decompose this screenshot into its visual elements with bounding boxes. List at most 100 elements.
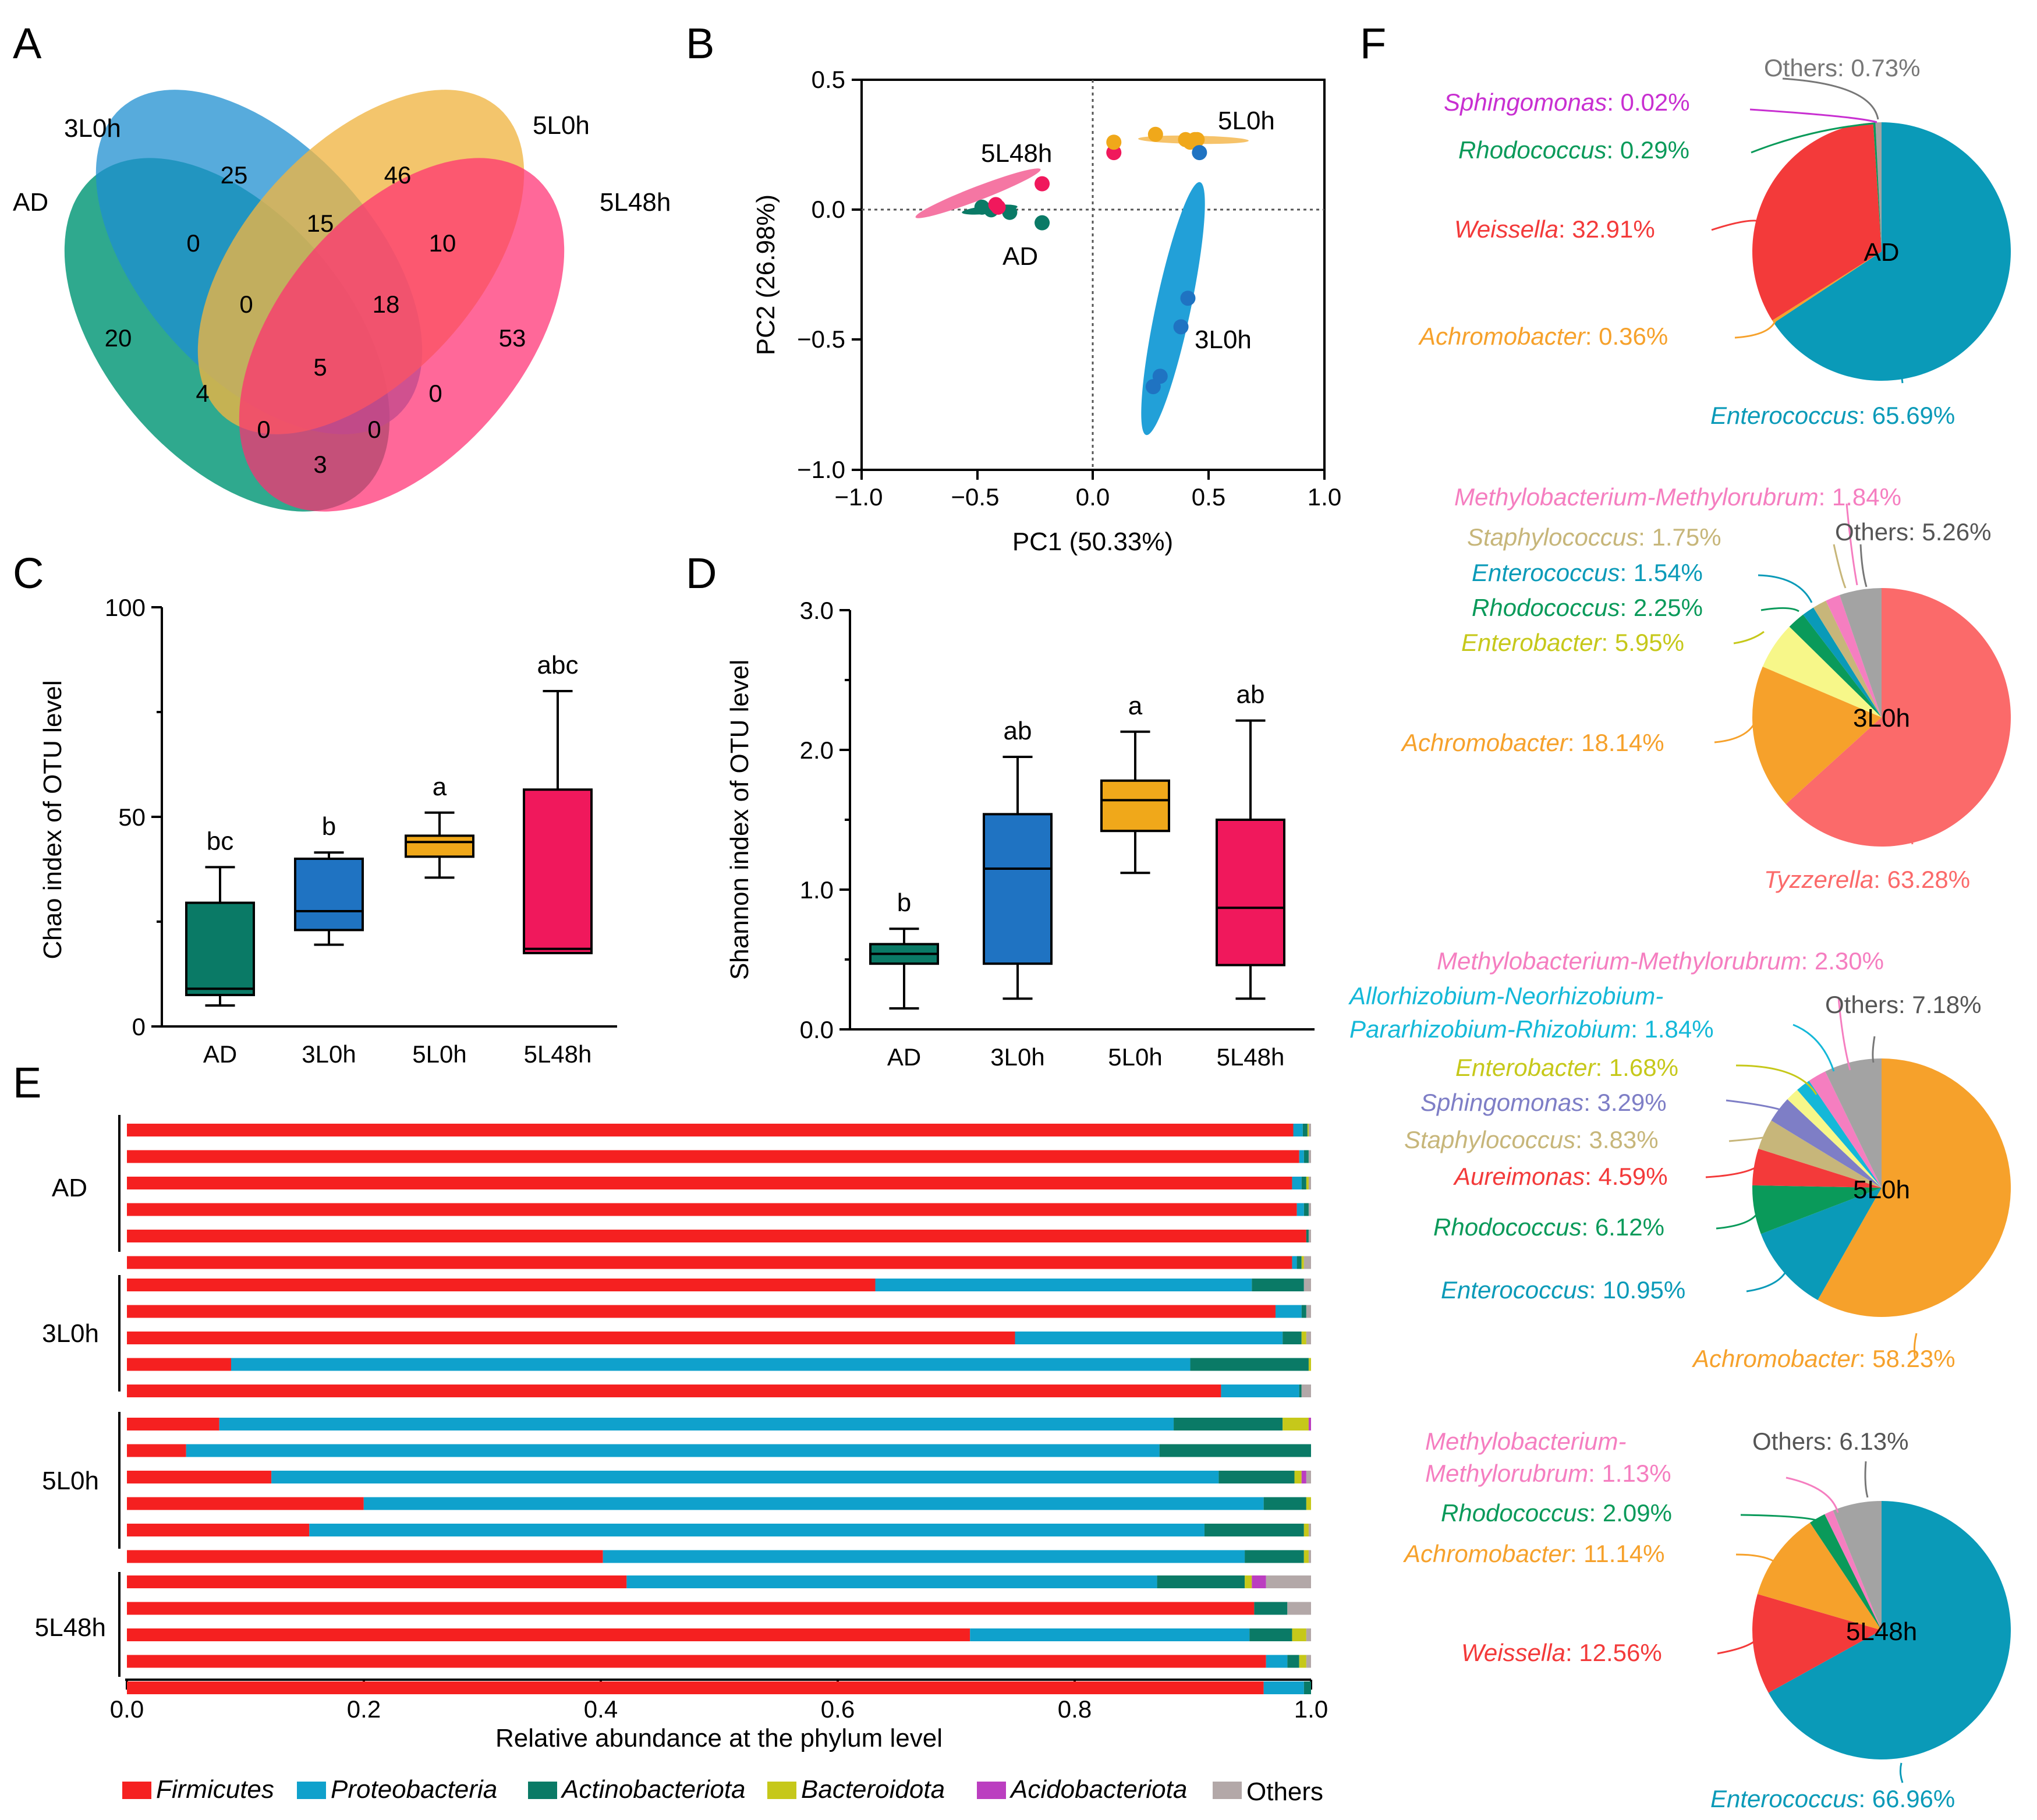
bar-segment-others (1303, 1256, 1311, 1269)
venn-count: 46 (384, 161, 412, 189)
phylum-legend: Firmicutes Proteobacteria Actinobacterio… (122, 1775, 1323, 1806)
bar-segment-proteobacteria (1296, 1203, 1304, 1216)
x-tick-label: 5L0h (412, 1040, 466, 1068)
bar-segment-proteobacteria (309, 1524, 1205, 1536)
pie-label: Enterococcus: 10.95% (1441, 1276, 1685, 1304)
pie-label: Rhodococcus: 2.25% (1472, 594, 1703, 621)
pie-slice-others (1833, 1501, 1882, 1630)
pie-slice-achromobacter (1772, 252, 1882, 323)
pcoa-points (974, 126, 1207, 395)
pie-label: Pararhizobium-Rhizobium: 1.84% (1349, 1015, 1714, 1043)
shannon-y-axis-title: Shannon index of OTU level (725, 660, 754, 980)
pie-slice-sphingomonas (1771, 1099, 1882, 1188)
bar-segment-bacteroidota (1292, 1628, 1306, 1641)
pie-slice-others (1875, 122, 1882, 252)
panel-letter-d: D (686, 549, 717, 597)
bar-segment-firmicutes (127, 1524, 310, 1536)
bar-segment-bacteroidota (1306, 1177, 1309, 1189)
bar-segment-actinobacteriota (1157, 1575, 1245, 1588)
pie-label: Allorhizobium-Neorhizobium- (1348, 982, 1663, 1010)
venn-label-3l0h: 3L0h (64, 114, 121, 143)
bar-segment-others (1287, 1602, 1311, 1615)
pie-slice-methylobacterium-methylorubrum (1825, 1510, 1882, 1630)
bar-segment-firmicutes (127, 1385, 1221, 1397)
x-tick-label: 3L0h (302, 1040, 356, 1068)
pie-label: Rhodococcus: 0.29% (1458, 136, 1689, 164)
box-5l0h (1100, 779, 1170, 833)
phylum-x-axis-title: Relative abundance at the phylum level (495, 1724, 943, 1752)
bar-segment-proteobacteria (1299, 1150, 1304, 1163)
phylum-group-label-ad: AD (52, 1174, 87, 1202)
x-tick-label: 1.0 (1308, 483, 1341, 511)
ellipse-3l0h (1141, 182, 1205, 435)
bar-segment-actinobacteriota (1190, 1358, 1309, 1371)
bar-segment-actinobacteriota (1263, 1497, 1306, 1510)
bar-segment-proteobacteria (1266, 1655, 1288, 1668)
bar-segment-actinobacteriota (1301, 1177, 1306, 1189)
significance-letter-ad: bc (207, 827, 233, 855)
x-tick-label: 0.0 (1076, 483, 1110, 511)
panel-letter-a: A (13, 19, 42, 68)
pie-slice-enterococcus (1768, 1501, 2011, 1760)
pie-slice-achromobacter (1757, 1522, 1882, 1630)
phylum-group-label-5l48h: 5L48h (35, 1613, 106, 1642)
pie-slice-tyzzerella (1786, 588, 2011, 847)
pcoa-ticks (852, 79, 1326, 480)
bar-segment-proteobacteria (219, 1418, 1174, 1430)
bar-segment-proteobacteria (271, 1471, 1219, 1483)
bar-segment-actinobacteriota (1249, 1628, 1292, 1641)
bar-segment-bacteroidota (1299, 1655, 1306, 1668)
bar-segment-actinobacteriota (1303, 1203, 1309, 1216)
bar-segment-proteobacteria (1015, 1332, 1283, 1344)
y-tick-label: 100 (105, 594, 146, 621)
bar-segment-actinobacteriota (1296, 1256, 1302, 1269)
pie-slice-methylobacterium-methylorubrum (1826, 595, 1882, 717)
bar-segment-proteobacteria (363, 1497, 1264, 1510)
pie-slice-staphylococcus (1758, 1120, 1882, 1188)
pie-slice-rhodococcus (1809, 1514, 1882, 1630)
x-tick-label: 0.4 (584, 1695, 618, 1723)
scatter-point-5l48h (1035, 176, 1050, 192)
pie-slice-others (1839, 588, 1882, 717)
x-tick-label: AD (887, 1043, 921, 1071)
x-tick-label: −0.5 (951, 483, 1000, 511)
legend-swatch-acidobacteriota (977, 1782, 1006, 1799)
significance-letter-ad: b (897, 888, 911, 917)
scatter-point-3l0h (1173, 319, 1189, 335)
y-tick-label: 0.0 (812, 196, 845, 223)
shannon-y-ticklabels: 0.0 1.0 2.0 3.0 (800, 597, 834, 1043)
pie-leader-lines (1705, 77, 1918, 1783)
bar-segment-others (1306, 1655, 1311, 1668)
bar-segment-others (1301, 1385, 1311, 1397)
bar-segment-firmicutes (127, 1150, 1299, 1163)
venn-count: 5 (313, 353, 327, 381)
pie-slice-weissella (1752, 122, 1882, 321)
pie-slice-sphingomonas (1875, 122, 1882, 252)
legend-label-acidobacteriota: Acidobacteriota (1009, 1775, 1187, 1804)
pie-label: Achromobacter: 18.14% (1400, 729, 1664, 756)
bar-segment-bacteroidota (1303, 1550, 1309, 1563)
bar-segment-actinobacteriota (1287, 1655, 1299, 1668)
y-tick-label: −1.0 (797, 456, 845, 483)
bar-segment-actinobacteriota (1299, 1385, 1302, 1397)
y-tick-label: 0.5 (812, 66, 845, 93)
legend-label-actinobacteriota: Actinobacteriota (560, 1775, 746, 1804)
venn-counts: 20 25 46 53 0 15 10 0 18 5 4 0 0 0 3 (105, 161, 526, 478)
bar-segment-others (1306, 1628, 1311, 1641)
scatter-point-3l0h (1180, 291, 1196, 306)
scatter-point-5l48h (1106, 145, 1122, 161)
venn-count: 3 (313, 451, 327, 478)
venn-count: 0 (367, 416, 381, 443)
bar-segment-proteobacteria (970, 1628, 1250, 1641)
pcoa-group-label-5l0h: 5L0h (1218, 107, 1275, 135)
pie-slice-achromobacter (1818, 1058, 2011, 1317)
bar-segment-proteobacteria (1221, 1385, 1299, 1397)
bar-segment-firmicutes (127, 1655, 1266, 1668)
pie-slice-weissella (1752, 1594, 1882, 1693)
bar-segment-bacteroidota (1301, 1256, 1304, 1269)
bar-segment-proteobacteria (231, 1358, 1191, 1371)
pie-slice-allorhizobium-neorhizobium-pararhizobium-rhizobium (1797, 1081, 1882, 1188)
pie-label: Aureimonas: 4.59% (1453, 1163, 1668, 1190)
